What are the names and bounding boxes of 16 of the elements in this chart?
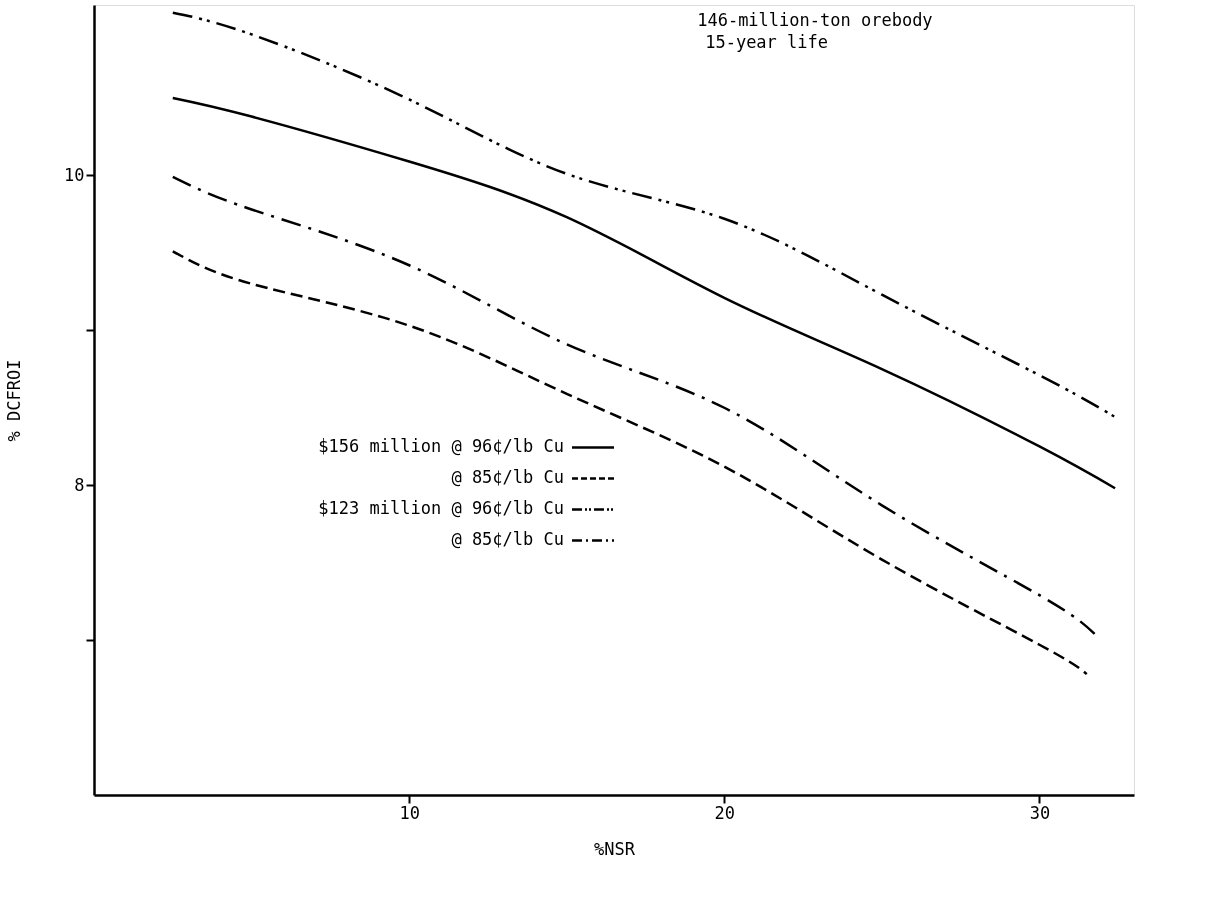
line-series: [171, 11, 1117, 419]
annotation: 146-million-ton orebody: [697, 10, 933, 30]
line-series: [171, 175, 1096, 636]
legend-label: $123 million @ 96¢/lb Cu: [318, 498, 564, 519]
line-series: [171, 96, 1117, 490]
line-series: [171, 250, 1088, 676]
y-tick-label: 8: [74, 474, 85, 495]
x-tick-label: 20: [714, 802, 736, 823]
x-tick-label: 30: [1029, 802, 1051, 823]
x-tick-label: 10: [399, 802, 420, 823]
x-axis-title: %NSR: [594, 838, 636, 859]
legend-label: $156 million @ 96¢/lb Cu: [318, 436, 564, 457]
y-axis-title: % DCFROI: [4, 359, 25, 442]
legend-label: @ 85¢/lb Cu: [451, 467, 564, 488]
legend-label: @ 85¢/lb Cu: [451, 529, 564, 550]
annotation: 15-year life: [705, 32, 829, 52]
